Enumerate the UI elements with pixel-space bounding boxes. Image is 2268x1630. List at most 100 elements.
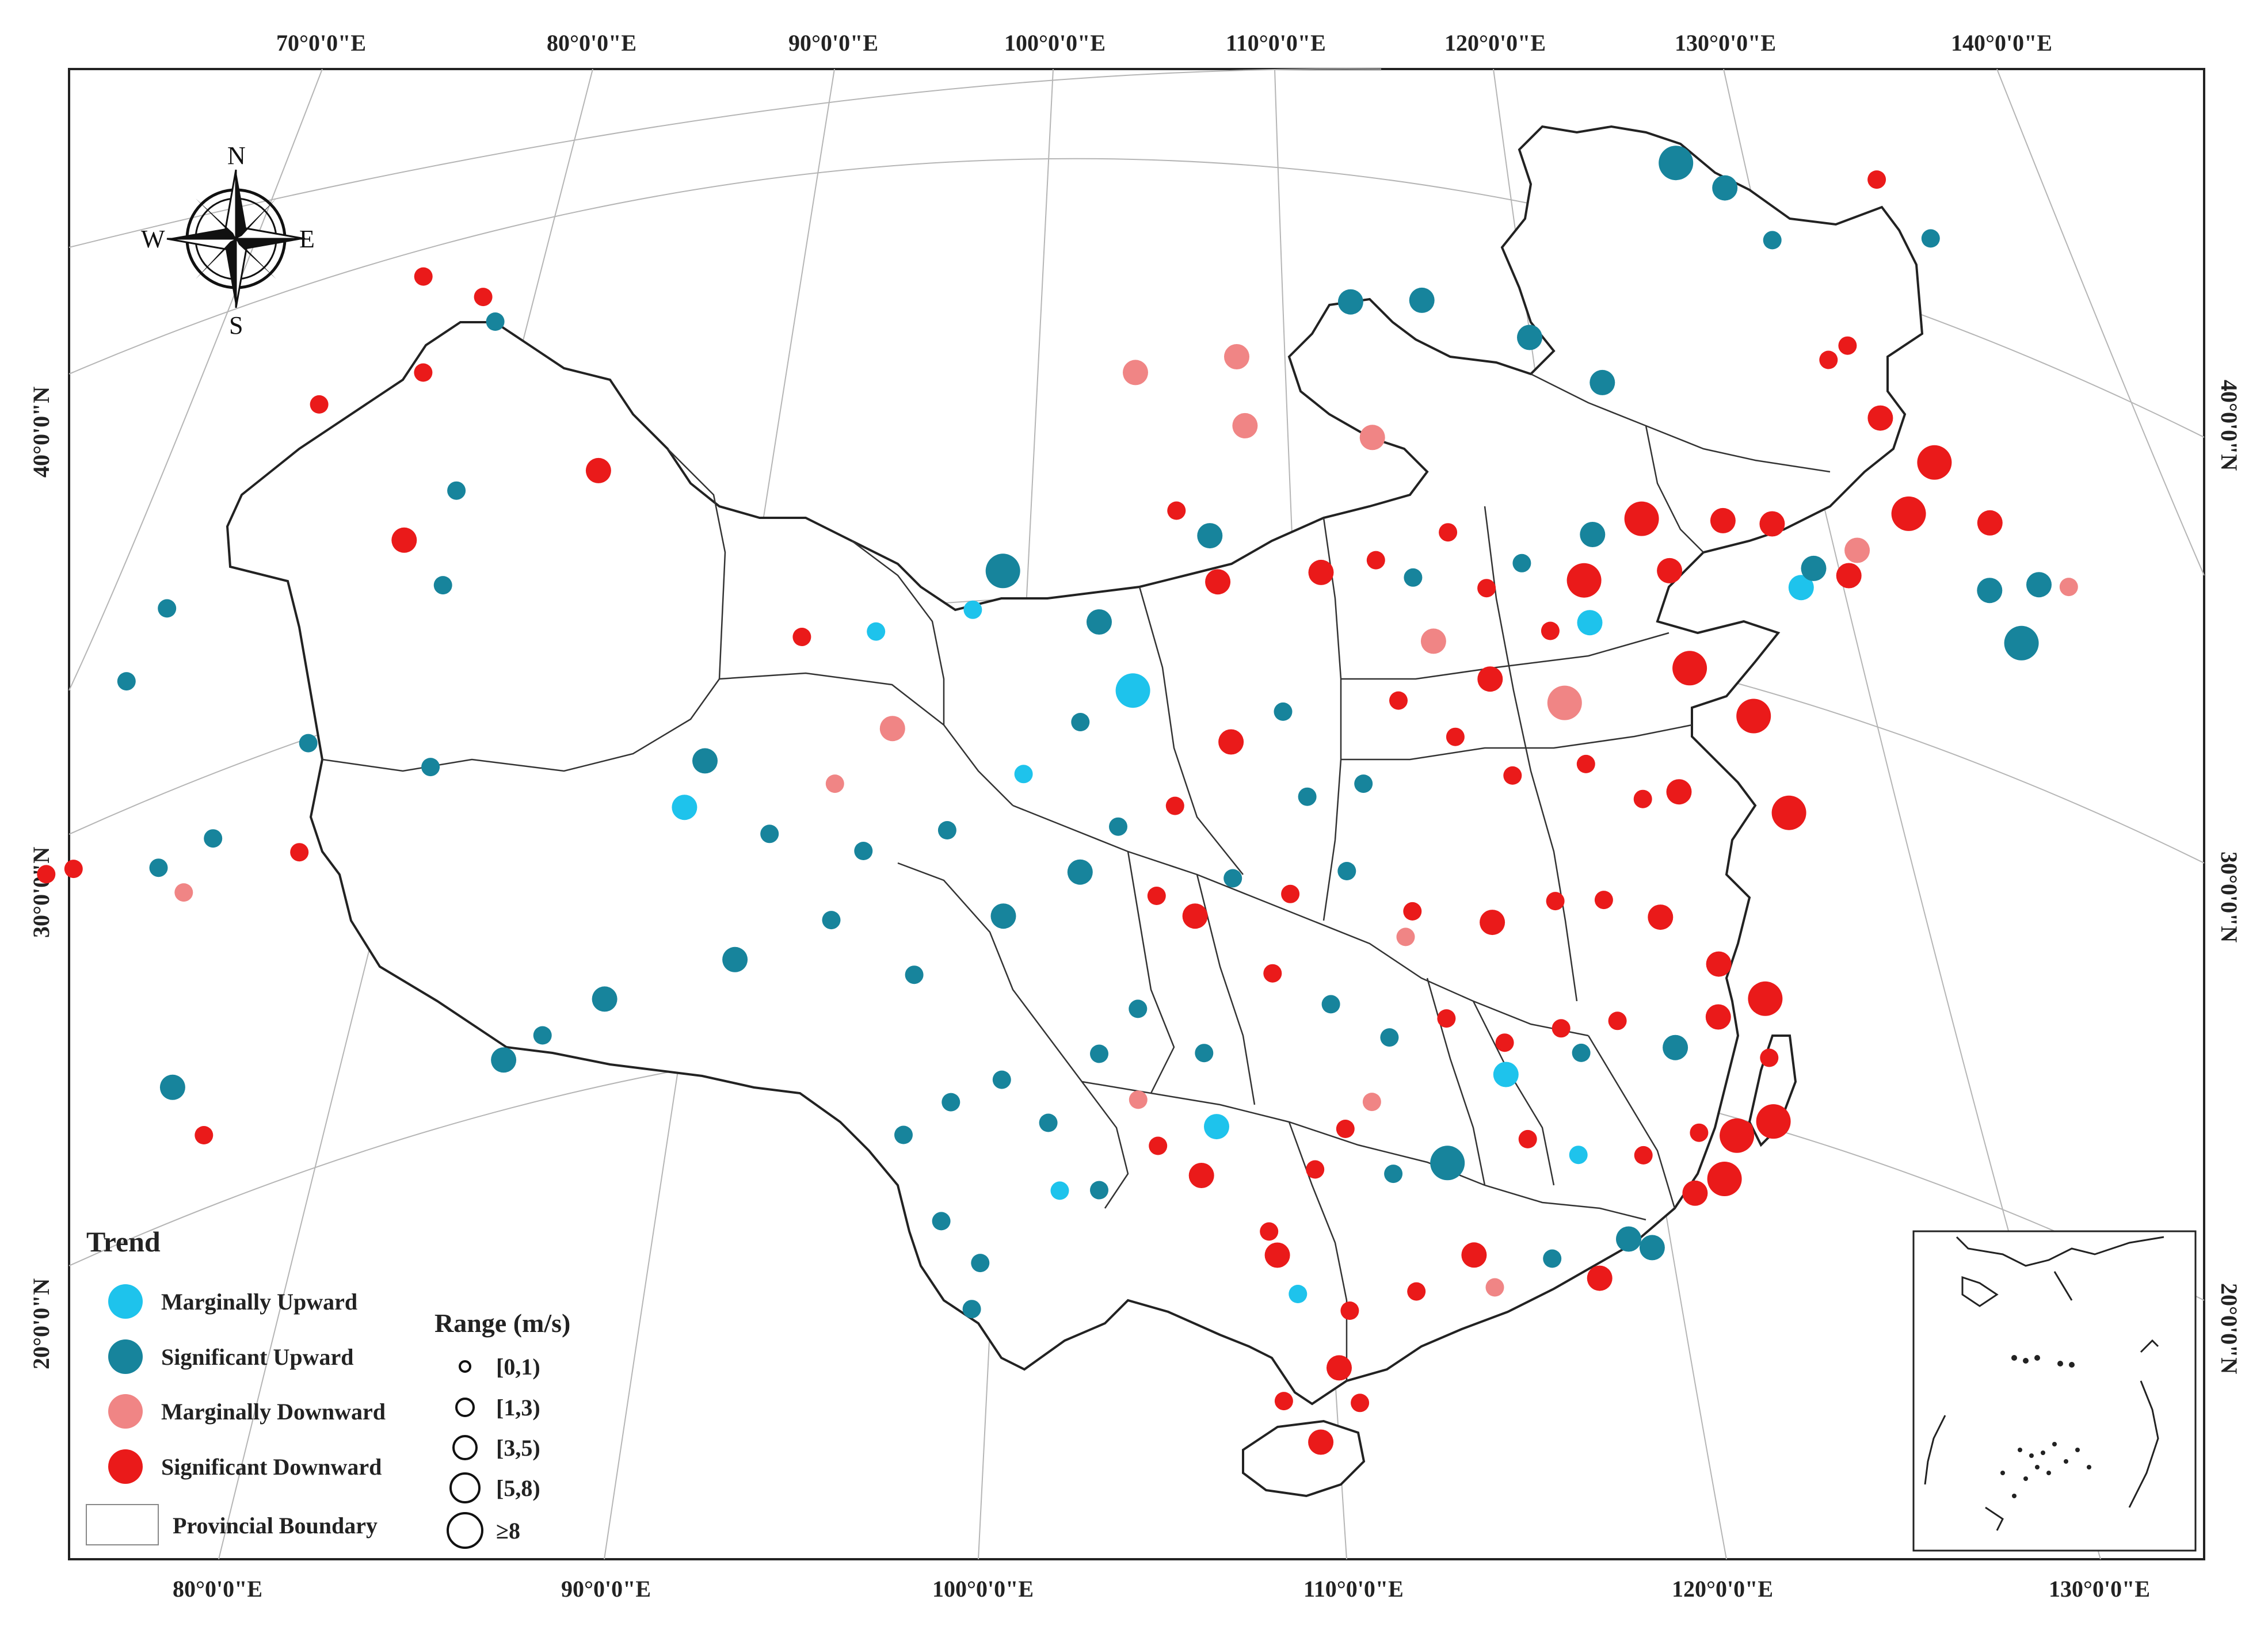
station-marker-significant-downward	[1403, 902, 1422, 921]
station-marker-significant-upward	[1430, 1146, 1465, 1181]
legend-trend-item: Significant Downward	[108, 1449, 382, 1484]
tick-label: 100°0'0"E	[932, 1576, 1034, 1602]
station-marker-significant-upward	[1659, 146, 1694, 181]
station-marker-significant-downward	[391, 527, 417, 553]
station-marker-significant-upward	[1090, 1181, 1108, 1200]
legend-marker-significant-downward	[108, 1449, 143, 1484]
station-marker-significant-downward	[1587, 1265, 1613, 1291]
station-marker-significant-downward	[1541, 621, 1560, 640]
station-marker-significant-downward	[1648, 904, 1674, 930]
station-marker-significant-downward	[1389, 691, 1408, 710]
station-marker-significant-upward	[971, 1254, 990, 1273]
legend-boundary-label: Provincial Boundary	[173, 1513, 378, 1539]
station-marker-significant-downward	[1756, 1104, 1791, 1139]
tick-label: 40°0'0"N	[2216, 380, 2242, 471]
station-marker-significant-downward	[1634, 1146, 1653, 1165]
station-marker-marginally-upward	[963, 600, 982, 619]
station-marker-significant-downward	[195, 1126, 214, 1144]
station-marker-significant-upward	[1921, 229, 1940, 248]
station-marker-significant-upward	[486, 312, 505, 331]
station-marker-significant-downward	[1672, 651, 1707, 686]
station-marker-significant-downward	[1165, 796, 1184, 815]
legend-range-label: [5,8)	[496, 1475, 540, 1501]
station-marker-significant-downward	[474, 288, 493, 307]
station-marker-significant-upward	[1337, 289, 1363, 315]
station-marker-significant-downward	[1624, 501, 1659, 536]
station-marker-significant-downward	[1306, 1160, 1325, 1179]
station-marker-significant-upward	[941, 1093, 960, 1112]
station-marker-significant-downward	[1147, 887, 1166, 905]
station-marker-marginally-downward	[1129, 1090, 1148, 1109]
station-marker-significant-upward	[854, 842, 873, 860]
station-marker-significant-upward	[990, 903, 1016, 929]
station-marker-significant-upward	[992, 1070, 1011, 1089]
station-marker-marginally-downward	[1547, 685, 1582, 720]
legend-trend-item: Significant Upward	[108, 1339, 354, 1374]
station-marker-marginally-upward	[1788, 575, 1814, 601]
station-marker-significant-upward	[2004, 625, 2039, 661]
station-marker-significant-downward	[37, 865, 56, 884]
compass-rose-icon: N S E W	[141, 142, 315, 339]
station-marker-significant-upward	[149, 858, 168, 877]
station-marker-significant-upward	[1572, 1043, 1591, 1062]
station-marker-significant-downward	[1308, 559, 1334, 585]
legend: Trend Marginally Upward Significant Upwa…	[86, 1226, 570, 1549]
station-marker-significant-downward	[1260, 1222, 1279, 1241]
left-latitude-labels: 40°0'0"N 30°0'0"N 20°0'0"N	[28, 387, 54, 1369]
station-marker-significant-downward	[1182, 903, 1208, 929]
station-marker-significant-downward	[1205, 569, 1231, 595]
station-marker-significant-downward	[1264, 1242, 1290, 1268]
station-marker-significant-upward	[1639, 1235, 1665, 1261]
station-marker-significant-upward	[1067, 859, 1093, 885]
station-marker-significant-upward	[1580, 522, 1606, 547]
station-marker-significant-upward	[592, 986, 617, 1012]
station-marker-significant-downward	[1281, 884, 1300, 903]
station-marker-significant-downward	[1633, 789, 1652, 808]
station-marker-significant-downward	[1407, 1282, 1426, 1301]
station-marker-significant-downward	[1308, 1429, 1334, 1455]
station-marker-significant-downward	[1495, 1033, 1514, 1052]
station-marker-significant-downward	[414, 363, 433, 382]
station-marker-significant-downward	[1327, 1355, 1352, 1381]
station-marker-significant-upward	[1354, 774, 1373, 793]
tick-label: 70°0'0"E	[276, 30, 366, 56]
station-marker-significant-downward	[1263, 964, 1282, 983]
station-marker-significant-upward	[1384, 1165, 1403, 1184]
tick-label: 80°0'0"E	[547, 30, 636, 56]
legend-range-marker	[455, 1398, 475, 1417]
top-longitude-labels: 70°0'0"E 80°0'0"E 90°0'0"E 100°0'0"E 110…	[276, 30, 2052, 56]
station-marker-significant-downward	[1706, 951, 1732, 977]
legend-marker-marginally-downward	[108, 1394, 143, 1429]
station-marker-significant-downward	[1446, 727, 1465, 746]
station-marker-significant-upward	[204, 829, 223, 848]
station-marker-significant-downward	[1503, 766, 1522, 785]
legend-range-marker	[449, 1472, 481, 1503]
tick-label: 90°0'0"E	[788, 30, 878, 56]
station-marker-significant-upward	[1663, 1035, 1688, 1060]
station-marker-marginally-downward	[1359, 425, 1385, 451]
station-marker-significant-downward	[1771, 795, 1806, 830]
station-marker-significant-upward	[692, 748, 718, 774]
south-china-sea-inset	[1912, 1230, 2197, 1552]
station-marker-marginally-downward	[1420, 628, 1446, 654]
station-marker-significant-upward	[937, 821, 956, 839]
station-marker-significant-upward	[433, 576, 452, 595]
station-marker-significant-downward	[1461, 1242, 1487, 1268]
hainan-outline	[1242, 1419, 1366, 1498]
station-marker-significant-upward	[1298, 787, 1317, 806]
station-marker-marginally-downward	[2059, 578, 2078, 597]
station-marker-significant-upward	[894, 1125, 913, 1144]
station-marker-significant-upward	[722, 946, 748, 972]
legend-range-label: [0,1)	[496, 1354, 540, 1380]
tick-label: 90°0'0"E	[561, 1576, 651, 1602]
station-marker-significant-downward	[1657, 558, 1683, 583]
station-marker-significant-upward	[905, 965, 924, 984]
station-marker-marginally-upward	[1115, 673, 1150, 708]
tick-label: 140°0'0"E	[1951, 30, 2052, 56]
station-marker-significant-upward	[1109, 817, 1127, 836]
tick-label: 20°0'0"N	[28, 1278, 54, 1369]
station-marker-marginally-upward	[867, 622, 886, 641]
station-marker-significant-downward	[1477, 579, 1496, 598]
station-marker-significant-upward	[760, 824, 779, 843]
